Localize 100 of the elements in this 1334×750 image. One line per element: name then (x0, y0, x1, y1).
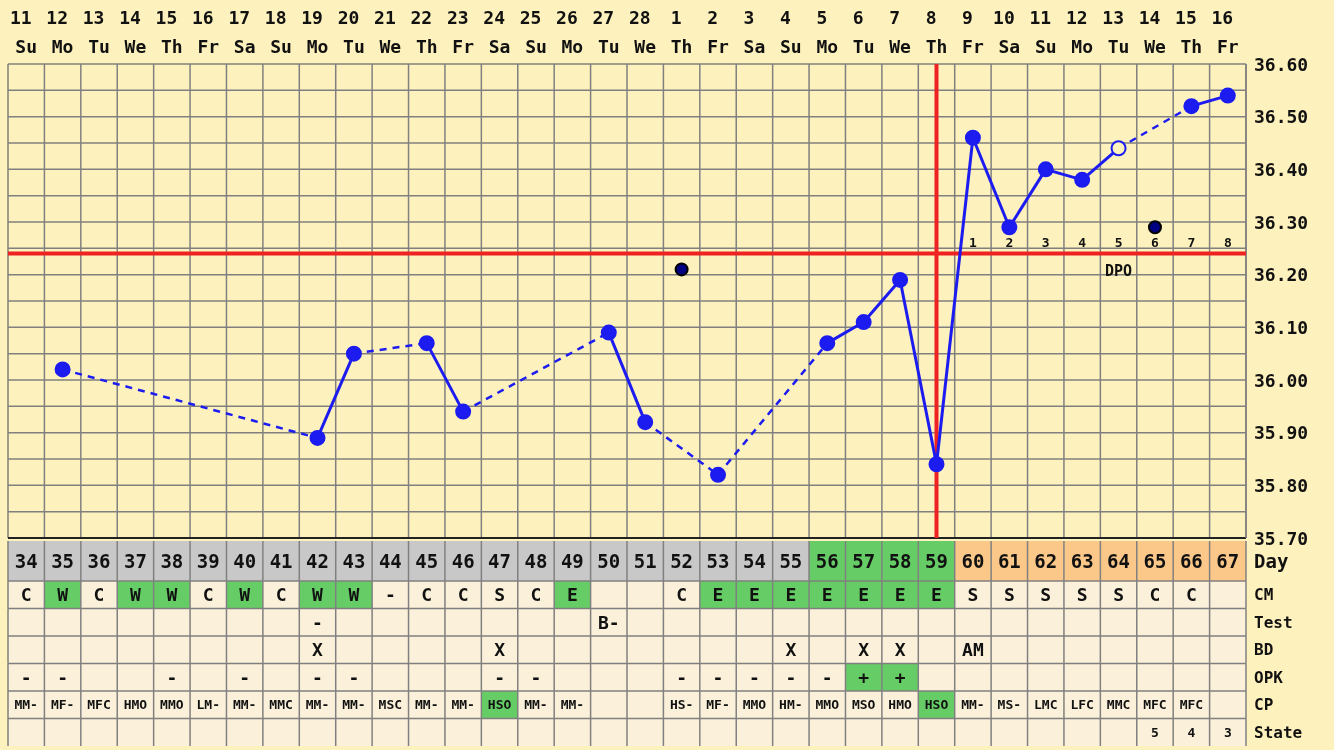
category-label: OPK (1254, 667, 1283, 687)
text: MFC (1179, 697, 1204, 713)
x2-tick-label: 25 Su (519, 6, 553, 57)
text: MM- (414, 697, 439, 713)
x-tick-label: 41 (269, 550, 293, 572)
annotation: 3 (1041, 235, 1050, 251)
x2-tick-label: 1 Th (670, 6, 693, 57)
x-tick-label: 44 (378, 550, 402, 572)
text: - (530, 666, 542, 688)
text: MM- (342, 697, 366, 713)
annotation: 6 (1151, 235, 1160, 251)
x2-tick-label: 20 Tu (337, 6, 371, 57)
text: - (494, 666, 505, 688)
text: AM (962, 639, 984, 661)
category-label: CM (1254, 585, 1274, 605)
text: X (312, 639, 323, 661)
text: HM- (779, 697, 803, 713)
x-tick-label: 35 (51, 550, 75, 572)
text: MM- (14, 697, 38, 713)
text: LFC (1070, 697, 1094, 713)
text: C (20, 584, 32, 606)
x-tick-label: 56 (815, 550, 839, 572)
text: C (421, 584, 433, 606)
x-tick-label: 60 (961, 550, 985, 572)
text: - (384, 584, 396, 606)
text: S (1113, 584, 1124, 606)
y-tick-label: 35.70 (1254, 527, 1309, 549)
y-tick-label: 36.20 (1254, 264, 1309, 286)
x-tick-label: 37 (124, 550, 147, 572)
x2-tick-label: 21 We (374, 6, 407, 57)
text: E (712, 584, 724, 606)
text: - (348, 666, 360, 688)
x2-tick-label: 13 Tu (82, 6, 116, 57)
text: MMO (815, 697, 840, 713)
x-tick-label: 40 (233, 550, 257, 572)
x2-tick-label: 15 Th (155, 6, 189, 57)
text: LMC (1033, 697, 1058, 713)
x2-tick-label: 3 Sa (743, 6, 766, 57)
text: - (312, 611, 323, 633)
x2-tick-label: 24 Sa (483, 6, 516, 57)
text: MF- (706, 697, 730, 713)
point (892, 271, 909, 288)
x-tick-label: 39 (196, 550, 220, 572)
text: HSO (924, 697, 949, 713)
x2-tick-label: 10 Sa (993, 6, 1026, 57)
x2-tick-label: 23 Fr (446, 6, 480, 57)
text: X (894, 639, 906, 661)
x2-tick-label: 16 Fr (192, 6, 225, 57)
y-tick-label: 36.30 (1254, 211, 1309, 233)
text: MM- (524, 697, 548, 713)
x-tick-label: 34 (14, 550, 38, 572)
x2-tick-label: 12 Mo (1065, 6, 1099, 57)
x2-tick-label: 8 Th (925, 6, 948, 57)
annotation: 4 (1078, 235, 1087, 251)
text: X (785, 639, 797, 661)
text: - (239, 666, 251, 688)
text: MFC (87, 697, 111, 713)
x2-tick-label: 12 Mo (46, 6, 79, 57)
x2-tick-label: 28 We (628, 6, 662, 57)
x2-tick-label: 11 Su (9, 6, 43, 57)
text: - (20, 666, 32, 688)
x2-tick-label: 22 Th (410, 6, 443, 57)
text: MF- (50, 697, 75, 713)
x2-tick-label: 14 We (119, 6, 152, 57)
text: HMO (123, 697, 148, 713)
text: 3 (1223, 724, 1232, 740)
x2-tick-label: 14 We (1138, 6, 1172, 57)
text: - (749, 666, 760, 688)
text: E (821, 584, 833, 606)
text: MM- (305, 697, 330, 713)
text: MS- (997, 697, 1022, 713)
point (964, 129, 981, 146)
text: - (712, 666, 724, 688)
text: MSC (378, 697, 403, 713)
x2-tick-label: 7 We (889, 6, 912, 57)
text: S (494, 584, 505, 606)
x-tick-label: 42 (306, 550, 329, 572)
x-tick-label: 57 (852, 550, 876, 572)
x-tick-label: 65 (1143, 550, 1167, 572)
x-tick-label: 49 (560, 550, 584, 572)
x-tick-label: 47 (488, 550, 511, 572)
text: S (1003, 584, 1015, 606)
x-tick-label: 46 (451, 550, 475, 572)
point (1001, 219, 1018, 236)
text: - (57, 666, 69, 688)
x-tick-label: 61 (997, 550, 1021, 572)
annotation: 5 (1114, 235, 1123, 251)
y-tick-label: 36.60 (1254, 53, 1309, 75)
point (1183, 98, 1200, 115)
text: MM- (560, 697, 585, 713)
x2-tick-label: 26 Mo (556, 6, 589, 57)
text: W (166, 584, 178, 606)
text: B- (597, 611, 620, 633)
x-tick-label: 67 (1216, 550, 1240, 572)
category-label: Test (1254, 612, 1293, 632)
y-tick-label: 35.80 (1254, 474, 1309, 496)
x2-tick-label: 4 Su (780, 6, 802, 57)
text: E (858, 584, 870, 606)
x2-tick-label: 2 Fr (707, 6, 730, 57)
text: MMC (269, 697, 293, 713)
